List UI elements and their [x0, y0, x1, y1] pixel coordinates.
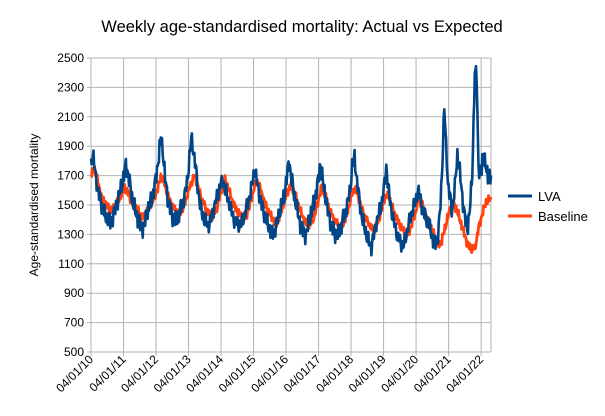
y-tick-label: 1100 [58, 257, 84, 271]
y-axis-label: Age-standardised mortality [27, 134, 41, 277]
legend-label-baseline: Baseline [538, 209, 588, 224]
series-lines [89, 64, 493, 257]
y-tick-label: 700 [64, 316, 84, 330]
y-axis-ticks: 500 700 900 1100 1300 1500 1700 1900 2100 2300 250… [57, 51, 84, 359]
y-tick-label: 500 [64, 345, 84, 359]
series-line-lva [89, 64, 493, 257]
chart-title: Weekly age-standardised mortality: Actua… [101, 18, 502, 36]
grid [87, 57, 492, 356]
y-tick-label: 2300 [57, 80, 84, 94]
legend: LVA Baseline [508, 189, 588, 224]
y-tick-label: 2500 [57, 51, 84, 65]
y-tick-label: 1700 [57, 169, 84, 183]
y-tick-label: 1300 [57, 227, 84, 241]
y-tick-label: 1900 [57, 139, 84, 153]
y-tick-label: 900 [64, 286, 84, 300]
y-tick-label: 2100 [57, 110, 84, 124]
y-tick-label: 1500 [57, 198, 84, 212]
legend-label-lva: LVA [538, 189, 561, 204]
